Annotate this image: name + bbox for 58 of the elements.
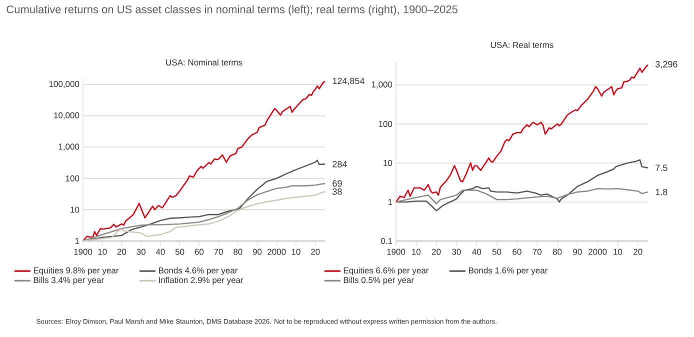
x-tick-label: 50 [492, 248, 502, 255]
y-tick-label: 10 [384, 160, 392, 166]
x-tick-label: 20 [311, 248, 320, 255]
x-tick-label: 70 [214, 248, 223, 255]
legend-label: Bills 0.5% per year [344, 276, 414, 285]
y-tick-label: 10 [70, 206, 80, 213]
legend-label: Equities 9.8% per year [34, 267, 119, 276]
x-tick-label: 40 [472, 248, 482, 255]
legend-label: Bills 3.4% per year [34, 276, 104, 285]
x-tick-label: 2000 [588, 248, 607, 255]
x-tick-label: 80 [234, 248, 242, 255]
y-tick-label: 100,000 [49, 81, 80, 88]
line-series [395, 188, 649, 204]
x-tick-label: 20 [634, 248, 642, 255]
x-tick-label: 30 [136, 248, 146, 255]
text: Cumulative returns on US asset classes in nominal terms (left); real terms (right), 1900–2025 [6, 5, 458, 16]
data-label: 284 [332, 161, 347, 168]
x-tick-label: 50 [175, 248, 184, 255]
y-tick-label: 1 [75, 238, 80, 244]
x-tick-label: 1900 [387, 248, 406, 255]
y-tick-label: 100 [378, 120, 392, 127]
data-label: 38 [332, 188, 342, 195]
y-tick-label: 10,000 [54, 112, 80, 120]
line-series [82, 80, 326, 242]
x-tick-label: 60 [512, 248, 522, 255]
legend-label: Equities 6.6% per year [344, 267, 429, 276]
x-tick-label: 40 [156, 248, 165, 255]
x-tick-label: 1900 [74, 248, 92, 255]
legend-label: Inflation 2.9% per year [159, 276, 244, 285]
x-tick-label: 10 [98, 248, 107, 255]
x-tick-label: 60 [194, 248, 204, 255]
y-tick-label: 0.1 [380, 238, 392, 244]
x-tick-label: 2000 [268, 248, 286, 255]
x-tick-label: 10 [412, 248, 421, 255]
x-tick-label: 80 [552, 248, 562, 255]
data-label: 3,296 [656, 61, 678, 68]
x-tick-label: 20 [432, 248, 441, 255]
line-series [395, 64, 649, 203]
chart-title: USA: Nominal terms [166, 59, 242, 66]
x-tick-label: 90 [573, 248, 582, 255]
legend-label: Bonds 1.6% per year [469, 267, 548, 276]
chart-title: USA: Real terms [491, 42, 554, 48]
data-label: 7.5 [656, 164, 668, 172]
data-label: 69 [332, 180, 342, 187]
y-tick-label: 1,000 [58, 144, 80, 151]
data-label: 124,854 [332, 78, 364, 86]
y-tick-label: 100 [66, 175, 80, 182]
x-tick-label: 20 [117, 248, 126, 255]
x-tick-label: 90 [252, 248, 262, 255]
x-tick-label: 10 [292, 248, 300, 255]
line-series [395, 159, 649, 212]
legend-label: Bonds 4.6% per year [159, 267, 238, 276]
y-tick-label: 1 [388, 199, 392, 205]
x-tick-label: 70 [532, 248, 542, 255]
x-tick-label: 30 [452, 248, 461, 255]
x-tick-label: 10 [614, 248, 622, 255]
data-label: 1.8 [656, 188, 668, 196]
y-tick-label: 1,000 [372, 81, 392, 88]
